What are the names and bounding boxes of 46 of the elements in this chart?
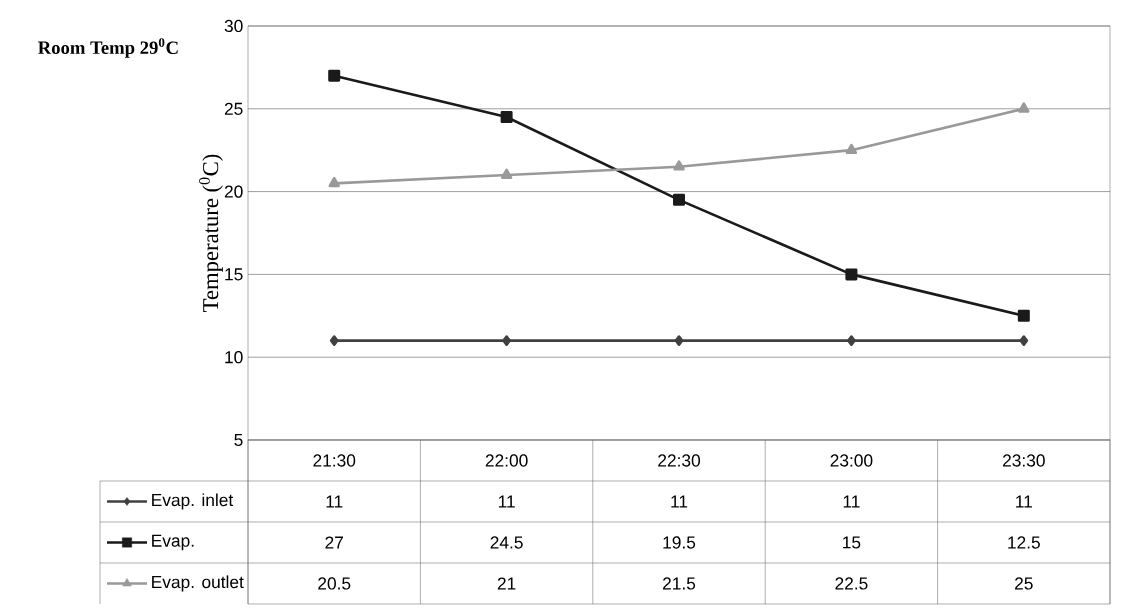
point: [500, 168, 513, 179]
data-label: 22.5: [835, 577, 868, 590]
data-label: 27: [325, 536, 343, 549]
x-tick-label: 21:30: [313, 454, 356, 467]
data-label: 11: [326, 495, 343, 508]
legend-label: Evap. inlet: [152, 493, 234, 510]
data-label: 11: [671, 495, 688, 508]
point: [1017, 309, 1030, 322]
data-label: 12.5: [1008, 536, 1040, 549]
point: [673, 160, 685, 171]
y-tick-label: 10: [225, 351, 243, 364]
x-tick-label: 23:30: [1003, 454, 1045, 467]
point: [1019, 335, 1029, 346]
x-tick-label: 22:30: [658, 454, 701, 467]
data-label: 24.5: [490, 536, 523, 549]
point: [328, 69, 341, 82]
legend-label: Evap.: [152, 534, 194, 551]
data-label: 25: [1015, 577, 1033, 590]
point: [847, 335, 856, 346]
y-tick-label: 30: [224, 19, 243, 33]
text: Room Temp 29$^{0}$C: [38, 38, 178, 58]
data-label: 11: [843, 495, 860, 508]
point: [500, 111, 513, 124]
point: [845, 268, 858, 281]
data-label: 21.5: [663, 577, 696, 590]
legend-label: Evap. outlet: [152, 575, 244, 592]
y-tick-label: 20: [224, 185, 243, 198]
y-tick-label: 25: [224, 102, 243, 115]
point: [329, 335, 339, 346]
y-tick-label: 5: [234, 433, 243, 447]
point: [502, 335, 511, 346]
point: [674, 335, 684, 346]
data-label: 11: [498, 495, 515, 508]
point: [1018, 102, 1030, 113]
data-label: 19.5: [663, 536, 696, 549]
point: [845, 143, 858, 155]
y-tick-label: 15: [225, 268, 243, 281]
x-tick-label: 23:00: [830, 454, 873, 467]
point: [328, 176, 340, 188]
point: [673, 193, 686, 206]
data-label: 15: [843, 536, 861, 549]
data-label: 20.5: [318, 577, 351, 590]
data-label: 11: [1016, 495, 1032, 508]
y-axis-title: Temperature ($^{0}$C): [199, 154, 223, 312]
data-label: 21: [497, 577, 516, 590]
x-tick-label: 22:00: [485, 454, 528, 467]
